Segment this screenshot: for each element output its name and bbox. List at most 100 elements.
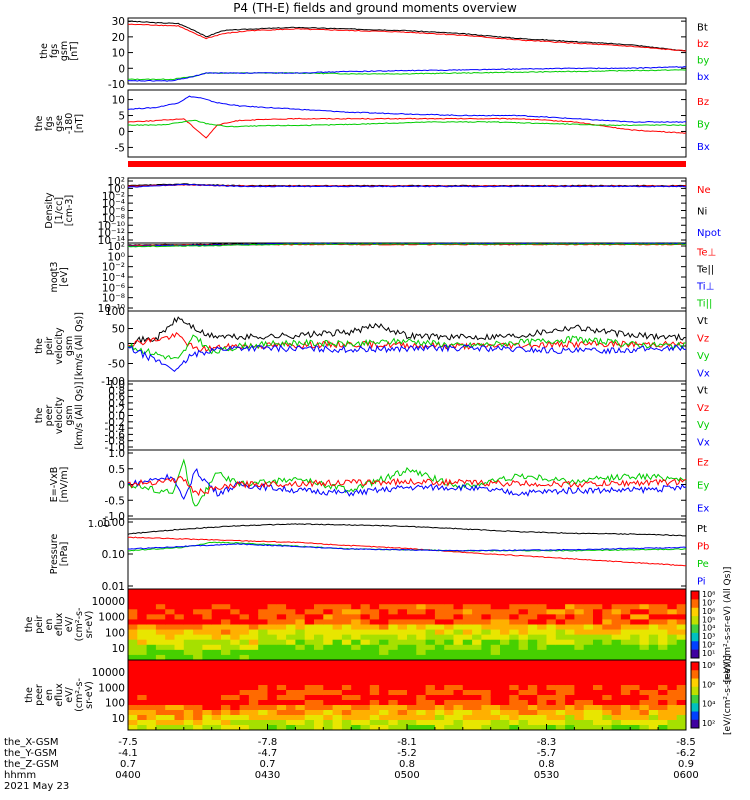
- heatmap-cell: [397, 675, 408, 681]
- heatmap-cell: [314, 649, 324, 656]
- heatmap-cell: [630, 725, 640, 731]
- heatmap-cell: [332, 690, 343, 696]
- y-tick-label-density: 10⁰: [107, 183, 125, 195]
- heatmap-cell: [332, 675, 343, 681]
- heatmap-cell: [137, 710, 148, 716]
- heatmap-cell: [481, 685, 492, 691]
- heatmap-cell: [620, 639, 631, 646]
- heatmap-cell: [620, 705, 631, 711]
- heatmap-cell: [146, 649, 157, 656]
- heatmap-cell: [351, 670, 361, 676]
- heatmap-cell: [248, 700, 259, 706]
- heatmap-cell: [369, 695, 380, 701]
- heatmap-cell: [397, 680, 408, 686]
- heatmap-cell: [481, 654, 492, 661]
- heatmap-cell: [155, 715, 166, 721]
- heatmap-cell: [434, 720, 445, 726]
- heatmap-cell: [667, 639, 678, 646]
- y-tick-label-peer_velocity: 0.8: [108, 385, 125, 397]
- heatmap-cell: [453, 715, 464, 721]
- heatmap-cell: [165, 639, 175, 646]
- y-tick-label-density: 10⁻¹²: [98, 228, 125, 240]
- heatmap-cell: [276, 629, 287, 636]
- heatmap-cell: [546, 624, 557, 631]
- heatmap-cell: [658, 705, 668, 711]
- heatmap-cell: [565, 594, 575, 600]
- heatmap-cell: [397, 695, 408, 701]
- heatmap-cell: [323, 660, 334, 666]
- heatmap-cell: [462, 715, 473, 721]
- heatmap-cell: [388, 680, 399, 686]
- heatmap-cell: [444, 660, 454, 666]
- heatmap-cell: [648, 624, 659, 631]
- heatmap-cell: [388, 649, 399, 656]
- heatmap-cell: [658, 715, 668, 721]
- legend-fgs-by: by: [697, 55, 709, 66]
- heatmap-cell: [416, 695, 427, 701]
- heatmap-cell: [602, 599, 613, 605]
- heatmap-cell: [230, 680, 241, 686]
- heatmap-cell: [630, 649, 640, 656]
- heatmap-cell: [676, 634, 687, 641]
- heatmap-cell: [583, 685, 594, 691]
- heatmap-cell: [397, 665, 408, 671]
- heatmap-cell: [518, 725, 529, 731]
- heatmap-cell: [230, 649, 241, 656]
- heatmap-cell: [379, 670, 389, 676]
- heatmap-cell: [230, 634, 241, 641]
- heatmap-cell: [165, 695, 175, 701]
- y-tick-label-temp: 10⁻⁶: [102, 282, 125, 294]
- heatmap-cell: [323, 649, 334, 656]
- heatmap-cell: [407, 629, 417, 636]
- heatmap-cell: [490, 665, 501, 671]
- heatmap-cell: [676, 629, 687, 636]
- heatmap-cell: [648, 675, 659, 681]
- heatmap-cell: [509, 604, 520, 610]
- heatmap-cell: [221, 675, 231, 681]
- heatmap-cell: [667, 715, 678, 721]
- heatmap-cell: [351, 599, 361, 605]
- heatmap-cell: [630, 690, 640, 696]
- heatmap-cell: [509, 629, 520, 636]
- heatmap-cell: [323, 695, 334, 701]
- heatmap-cell: [295, 654, 306, 661]
- heatmap-cell: [453, 604, 464, 610]
- heatmap-cell: [155, 670, 166, 676]
- heatmap-cell: [155, 589, 166, 595]
- heatmap-cell: [630, 660, 640, 666]
- heatmap-cell: [481, 609, 492, 615]
- time-axis-value: 0500: [394, 770, 419, 781]
- heatmap-cell: [248, 639, 259, 646]
- series-line-efield-Ey: [127, 458, 687, 507]
- heatmap-cell: [341, 639, 352, 646]
- heatmap-cell: [332, 705, 343, 711]
- heatmap-cell: [593, 705, 603, 711]
- heatmap-cell: [202, 710, 213, 716]
- heatmap-cell: [407, 660, 417, 666]
- heatmap-cell: [509, 685, 520, 691]
- heatmap-cell: [128, 599, 138, 605]
- heatmap-cell: [565, 690, 575, 696]
- heatmap-cell: [323, 644, 334, 651]
- heatmap-cell: [174, 654, 185, 661]
- heatmap-cell: [658, 604, 668, 610]
- heatmap-cell: [341, 720, 352, 726]
- heatmap-cell: [360, 619, 371, 625]
- heatmap-cell: [146, 660, 157, 666]
- heatmap-cell: [509, 700, 520, 706]
- heatmap-cell: [453, 670, 464, 676]
- heatmap-cell: [462, 654, 473, 661]
- heatmap-cell: [248, 680, 259, 686]
- heatmap-cell: [379, 594, 389, 600]
- legend-peir_velocity-Vz: Vz: [697, 333, 709, 344]
- heatmap-cell: [341, 589, 352, 595]
- y-tick-label-temp: 10⁻⁸: [102, 293, 125, 305]
- heatmap-cell: [518, 705, 529, 711]
- heatmap-cell: [286, 589, 296, 595]
- heatmap-cell: [518, 624, 529, 631]
- heatmap-cell: [500, 609, 510, 615]
- series-line-density-Npot: [127, 183, 686, 188]
- heatmap-cell: [537, 629, 547, 636]
- heatmap-cell: [211, 710, 222, 716]
- heatmap-cell: [295, 660, 306, 666]
